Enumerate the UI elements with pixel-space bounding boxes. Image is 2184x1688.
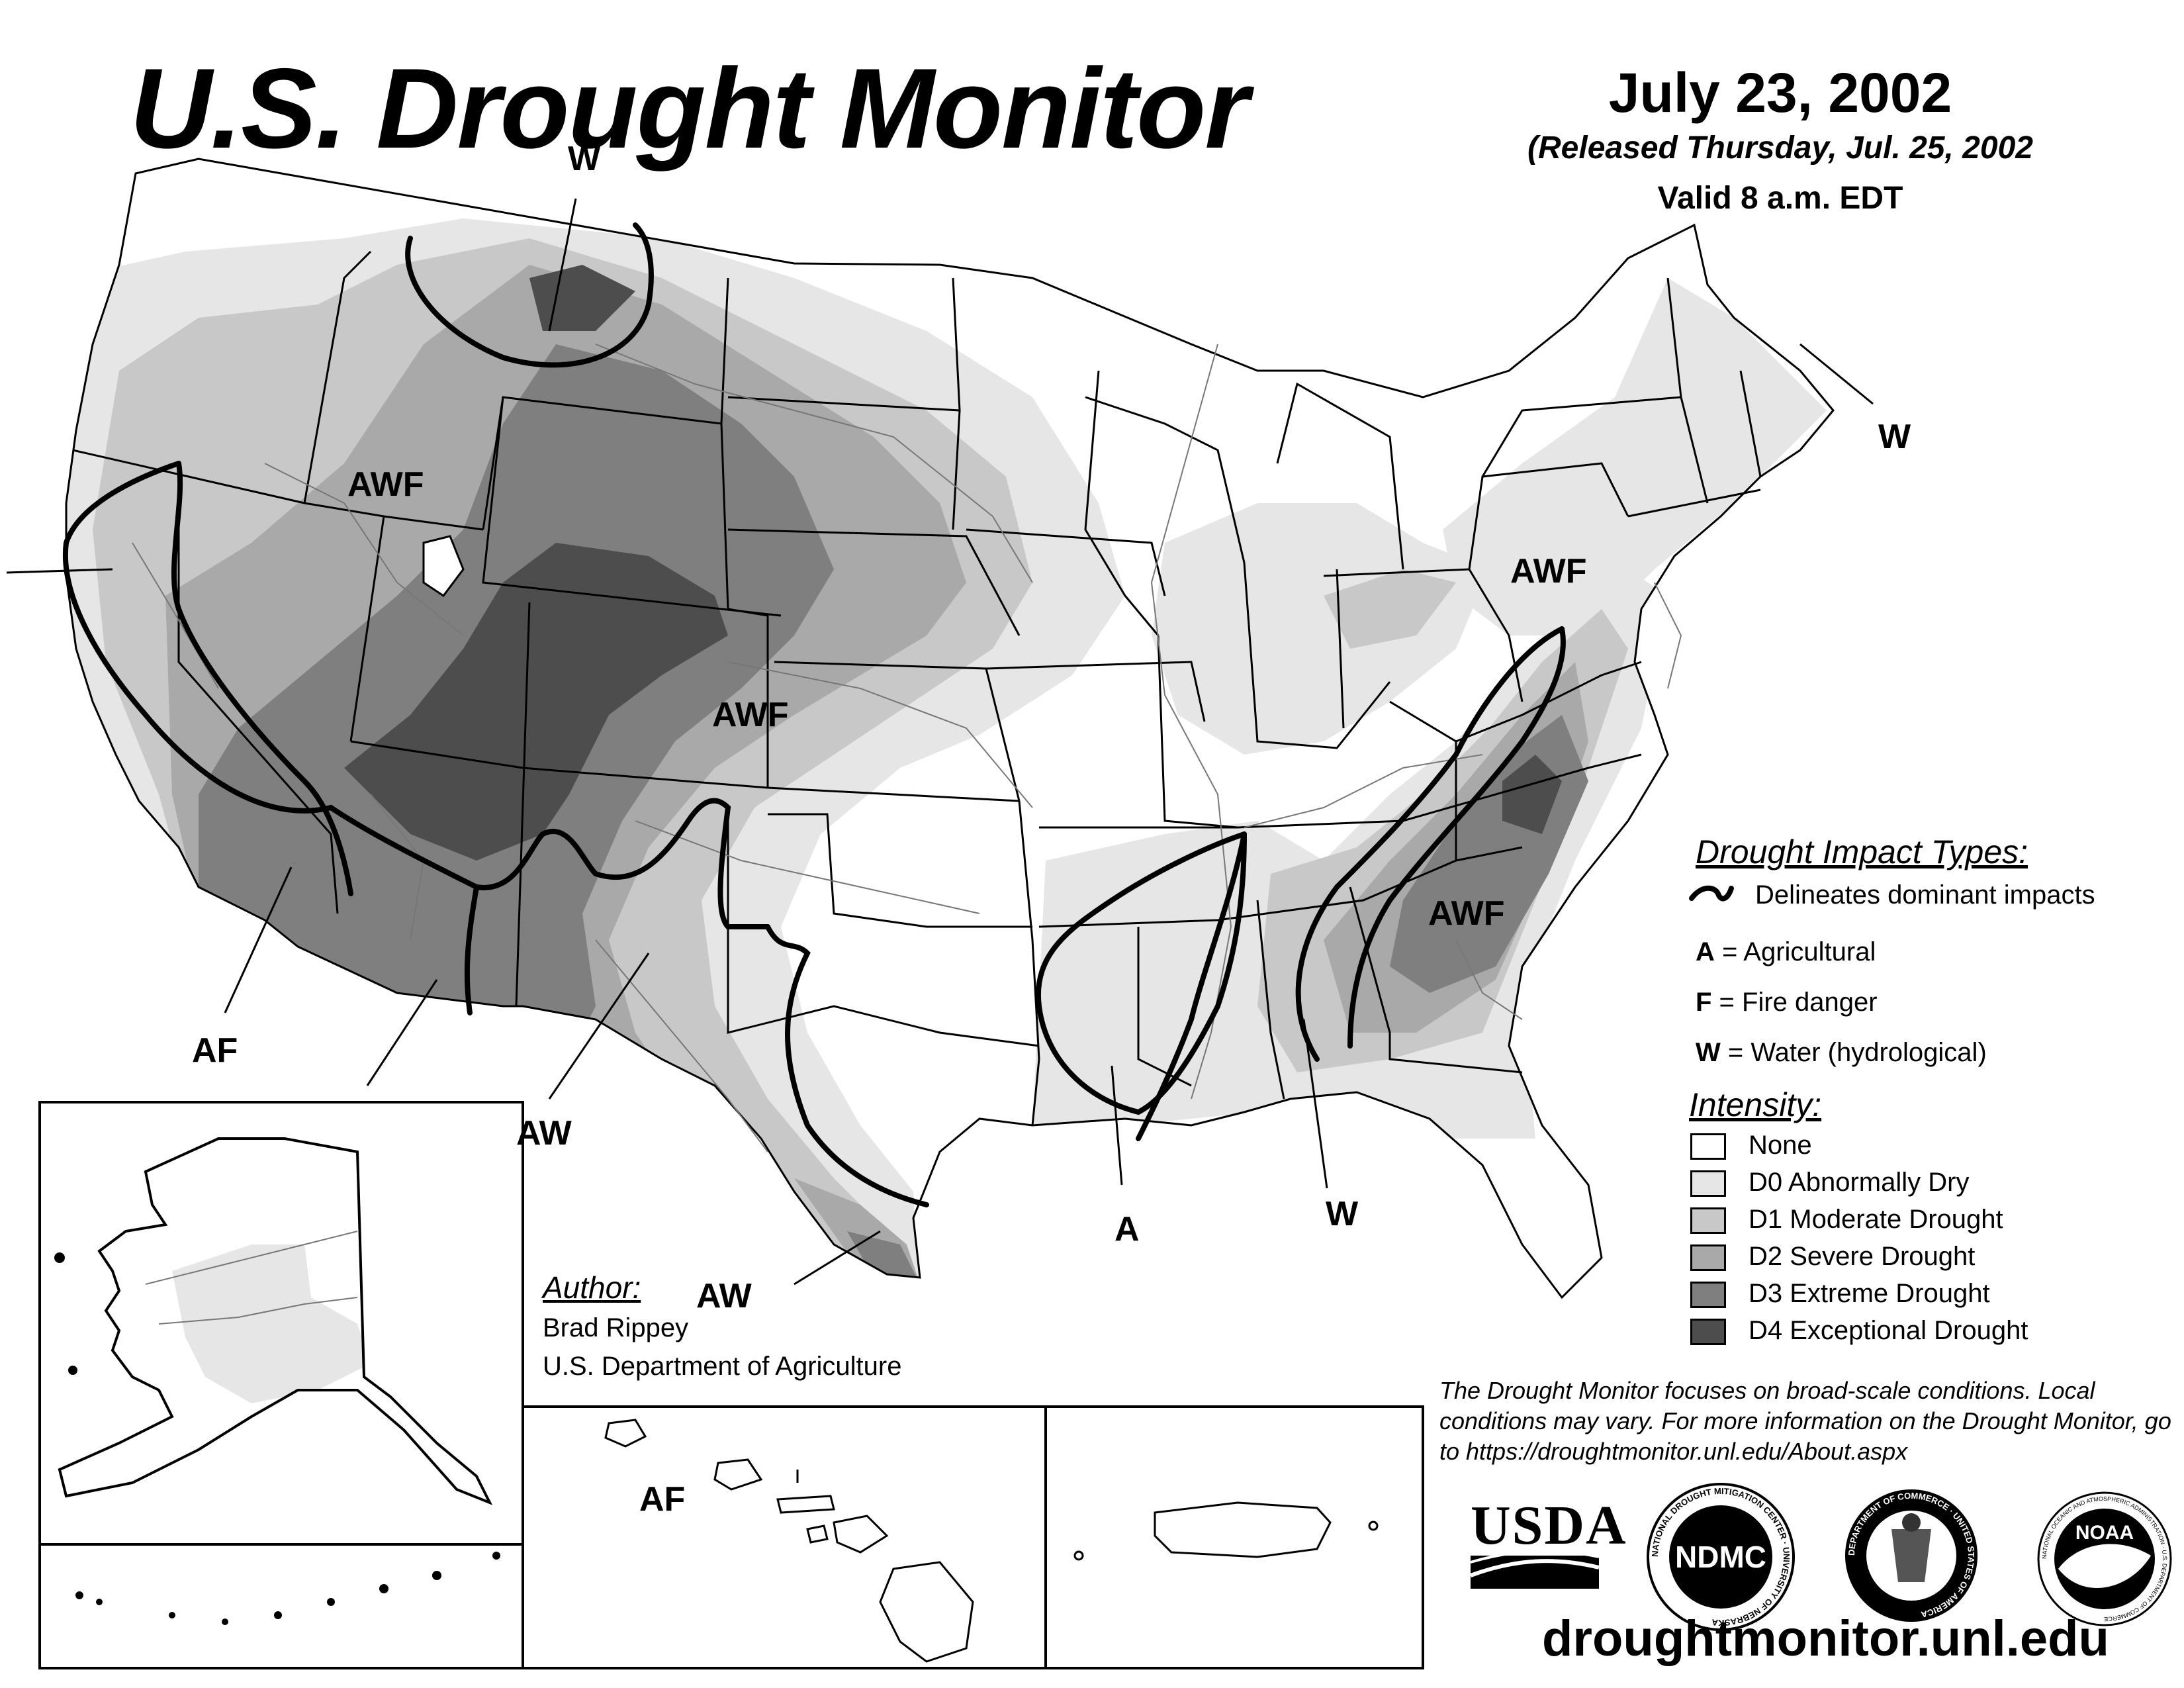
impact-label-w-alabama: W (1326, 1195, 1359, 1233)
hawaii-inset (522, 1405, 1047, 1669)
d0-northeast (1443, 278, 1827, 635)
impact-label-awf-pennsylvania: AWF (1510, 552, 1587, 590)
valid-time: Valid 8 a.m. EDT (1657, 181, 1903, 216)
commerce-seal: DEPARTMENT OF COMMERCE · UNITED STATES O… (1845, 1489, 1978, 1622)
impact-boundaries (62, 222, 1566, 1207)
impact-code-f: F (1696, 988, 1712, 1017)
swatch-d0 (1690, 1170, 1726, 1197)
impact-label-awf-carolinas: AWF (1428, 894, 1505, 933)
author-name: Brad Rippey (543, 1313, 689, 1342)
impact-label-w-montana: W (568, 140, 601, 178)
intensity-label-d1: D1 Moderate Drought (1749, 1205, 2003, 1234)
impact-label-awf-idaho: AWF (347, 465, 424, 504)
intensity-label-d4: D4 Exceptional Drought (1749, 1316, 2028, 1345)
leader-w-al (1302, 1019, 1328, 1189)
impact-legend-fire: F = Fire danger (1696, 988, 1878, 1017)
d3-texas-tip (847, 1231, 920, 1284)
boundary-texas (765, 924, 929, 1207)
impact-code-a: A (1696, 937, 1715, 966)
maui (833, 1515, 889, 1554)
boundary-ca-inner (171, 461, 353, 896)
leader-az (366, 979, 438, 1086)
impact-label-aw-texas: AW (696, 1277, 752, 1315)
swatch-none (1690, 1133, 1726, 1160)
svg-text:NOAA: NOAA (2075, 1522, 2134, 1544)
author-heading: Author: (543, 1270, 641, 1305)
delineates-label: Delineates dominant impacts (1755, 880, 2095, 910)
intensity-label-d3: D3 Extreme Drought (1749, 1279, 1990, 1308)
puerto-rico-inset (1044, 1405, 1424, 1669)
website-url[interactable]: droughtmonitor.unl.edu (1542, 1611, 2109, 1667)
usda-logo: USDA (1469, 1495, 1627, 1589)
impact-legend-water: W = Water (hydrological) (1696, 1038, 1987, 1068)
ndmc-logo: NDMC NATIONAL DROUGHT MITIGATION CENTER … (1647, 1483, 1795, 1631)
leader-aw-tx (794, 1230, 881, 1286)
impact-text-a: = Agricultural (1714, 937, 1876, 966)
impact-label-af-hawaii: AF (639, 1480, 686, 1519)
conus-border (65, 158, 1835, 1299)
author-org: U.S. Department of Agriculture (543, 1352, 902, 1381)
disclaimer: The Drought Monitor focuses on broad-sca… (1439, 1377, 2171, 1466)
impact-text-f: = Fire danger (1711, 988, 1878, 1017)
leader-aw-nm (548, 953, 650, 1100)
impact-legend-agricultural: A = Agricultural (1696, 937, 1876, 967)
boundary-mississippi-diag (1136, 831, 1247, 1141)
d4-nc (1502, 755, 1562, 834)
boundary-appalachian (1295, 626, 1565, 1062)
leader-af (224, 867, 293, 1013)
leader-lines (6, 198, 1874, 1481)
intensity-label-d0: D0 Abnormally Dry (1749, 1168, 1970, 1197)
impact-line-sample (1689, 885, 1734, 902)
map-title: U.S. Drought Monitor (130, 45, 1249, 172)
puerto-rico (1154, 1501, 1332, 1558)
d0-midwest (1152, 503, 1489, 755)
swatch-d4 (1690, 1319, 1726, 1345)
leader-w-maine (1799, 343, 1874, 405)
conus-drought-map (62, 158, 1835, 1299)
leader-w-montana (548, 198, 577, 332)
impact-label-w-maine: W (1878, 418, 1911, 456)
impact-label-aw-newmexico: AW (516, 1114, 572, 1152)
impact-types-heading: Drought Impact Types: (1696, 833, 2028, 870)
impact-text-w: = Water (hydrological) (1720, 1038, 1987, 1067)
d4-colorado-utah (344, 543, 728, 861)
d4-montana (529, 265, 635, 331)
impact-code-w: W (1696, 1038, 1721, 1067)
map-date: July 23, 2002 (1608, 62, 1952, 124)
noaa-logo: NOAA NATIONAL OCEANIC AND ATMOSPHERIC AD… (2037, 1491, 2172, 1626)
boundary-appalachian-inner (1347, 626, 1566, 1049)
intensity-label-d2: D2 Severe Drought (1749, 1242, 1976, 1271)
svg-text:NDMC: NDMC (1675, 1540, 1766, 1574)
impact-label-a-louisiana: A (1115, 1210, 1140, 1248)
d1-ohio (1324, 569, 1456, 649)
leader-a (1111, 1065, 1123, 1186)
boundary-az (464, 884, 479, 1015)
release-date: (Released Thursday, Jul. 25, 2002 (1527, 130, 2033, 165)
leader-west-coast (6, 568, 113, 574)
impact-label-af-california: AF (192, 1031, 238, 1070)
intensity-label-none: None (1749, 1131, 1812, 1160)
boundary-w-montana (405, 222, 654, 368)
aleutian-islands (54, 1252, 500, 1625)
swatch-d1 (1690, 1207, 1726, 1234)
big-island (879, 1561, 974, 1663)
boundary-louisiana (1035, 831, 1247, 1115)
swatch-d3 (1690, 1282, 1726, 1308)
svg-text:USDA: USDA (1471, 1495, 1627, 1556)
alaska-d0 (172, 1244, 371, 1403)
alaska-inset (38, 1101, 524, 1669)
impact-label-awf-colorado: AWF (712, 696, 789, 734)
lanai (806, 1524, 829, 1544)
intensity-heading: Intensity: (1689, 1086, 1822, 1123)
great-salt-lake (422, 535, 465, 598)
d4-areas (344, 265, 1562, 861)
swatch-d2 (1690, 1244, 1726, 1271)
oahu (713, 1458, 763, 1491)
molokai (776, 1495, 835, 1514)
kauai (604, 1419, 647, 1448)
